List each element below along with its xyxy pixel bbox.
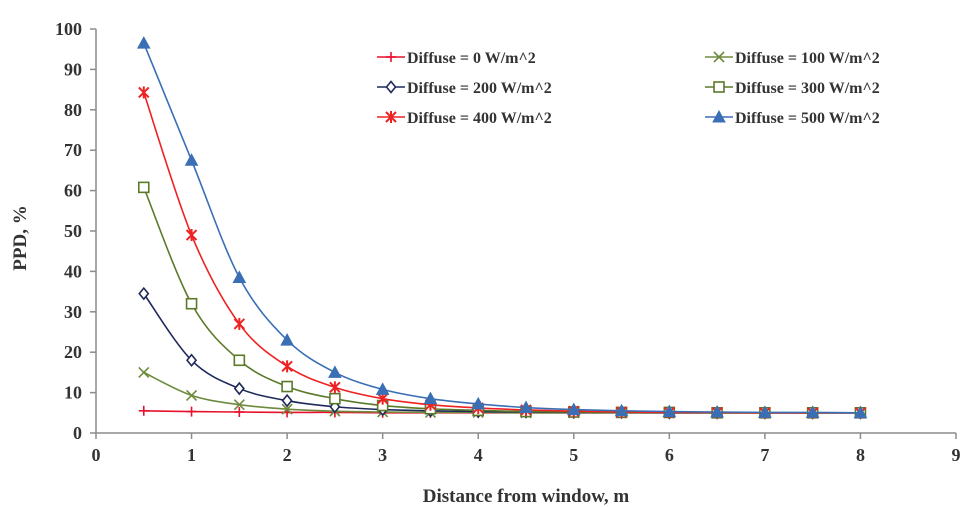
data-point [233, 399, 245, 411]
data-point [853, 405, 868, 419]
data-point [566, 402, 581, 416]
legend-label: Diffuse = 100 W/m^2 [735, 50, 880, 67]
legend-label: Diffuse = 0 W/m^2 [407, 50, 536, 67]
y-axis-title: PPD, % [10, 205, 31, 270]
series-group [138, 86, 867, 419]
data-point [138, 366, 150, 378]
data-point [186, 353, 198, 368]
x-tick-label: 3 [378, 445, 387, 465]
data-point [329, 392, 341, 405]
x-tick-label: 1 [187, 445, 196, 465]
x-tick-label: 0 [92, 445, 101, 465]
legend-label: Diffuse = 300 W/m^2 [735, 80, 880, 97]
data-point [281, 380, 293, 393]
y-tick-label: 0 [73, 423, 82, 443]
legend-marker [386, 52, 396, 62]
legend-marker [713, 51, 725, 63]
data-point [471, 396, 486, 410]
legend-marker [712, 109, 726, 123]
legend-item: Diffuse = 300 W/m^2 [705, 80, 880, 97]
data-point [710, 404, 724, 418]
data-point [423, 391, 438, 405]
x-axis-title: Distance from window, m [423, 486, 630, 507]
y-tick-label: 30 [64, 302, 82, 322]
series-group [137, 181, 867, 419]
data-point [137, 181, 150, 194]
data-point [375, 382, 390, 395]
x-tick-label: 5 [569, 445, 578, 465]
legend-item: Diffuse = 100 W/m^2 [705, 50, 880, 67]
x-tick-label: 6 [665, 445, 674, 465]
data-point [614, 403, 629, 417]
series-line [143, 293, 861, 414]
series-group [136, 36, 868, 419]
data-point [758, 405, 772, 418]
y-tick-label: 100 [55, 19, 82, 39]
legend-marker [385, 80, 397, 94]
x-tick-label: 8 [856, 445, 865, 465]
y-tick-label: 60 [64, 181, 82, 201]
data-point [280, 333, 294, 346]
data-point [138, 86, 150, 99]
y-tick-label: 90 [64, 59, 82, 79]
legend-label: Diffuse = 200 W/m^2 [407, 80, 552, 97]
y-tick-label: 80 [64, 100, 82, 120]
x-tick-label: 2 [283, 445, 292, 465]
data-point [138, 286, 150, 301]
series-line [143, 92, 861, 414]
data-point [185, 389, 198, 401]
series-layer [136, 36, 868, 420]
data-point [281, 360, 293, 373]
data-point [186, 406, 197, 417]
data-point [233, 317, 246, 330]
data-point [662, 404, 677, 418]
y-tick-label: 40 [64, 261, 82, 281]
legend-item: Diffuse = 200 W/m^2 [377, 80, 552, 97]
data-point [232, 270, 247, 283]
legend-item: Diffuse = 0 W/m^2 [377, 50, 536, 67]
series-line [143, 42, 861, 414]
y-tick-label: 20 [64, 342, 82, 362]
series-line [143, 187, 861, 414]
data-point [185, 297, 198, 310]
data-point [136, 36, 151, 49]
data-point [185, 229, 198, 242]
x-tick-label: 9 [952, 445, 961, 465]
x-tick-label: 4 [474, 445, 483, 465]
data-point [233, 354, 246, 367]
data-point [281, 403, 293, 415]
series-group [138, 286, 866, 420]
legend-label: Diffuse = 400 W/m^2 [407, 110, 552, 127]
data-point [328, 365, 342, 378]
legend: Diffuse = 0 W/m^2 Diffuse = 100 W/m^2 Diff… [377, 50, 880, 127]
data-point [233, 381, 245, 396]
data-point [234, 406, 245, 417]
data-point [519, 400, 533, 414]
legend-marker [713, 81, 725, 93]
data-point [805, 405, 820, 418]
legend-label: Diffuse = 500 W/m^2 [735, 110, 880, 127]
data-point [329, 381, 341, 394]
y-tick-label: 50 [64, 221, 82, 241]
data-point [138, 405, 149, 416]
y-tick-label: 70 [64, 140, 82, 160]
data-point [184, 153, 199, 166]
x-tick-label: 7 [760, 445, 769, 465]
legend-item: Diffuse = 400 W/m^2 [377, 110, 552, 127]
y-tick-label: 10 [64, 383, 82, 403]
legend-marker [385, 111, 397, 123]
legend-item: Diffuse = 500 W/m^2 [705, 109, 880, 127]
data-point [281, 393, 293, 408]
